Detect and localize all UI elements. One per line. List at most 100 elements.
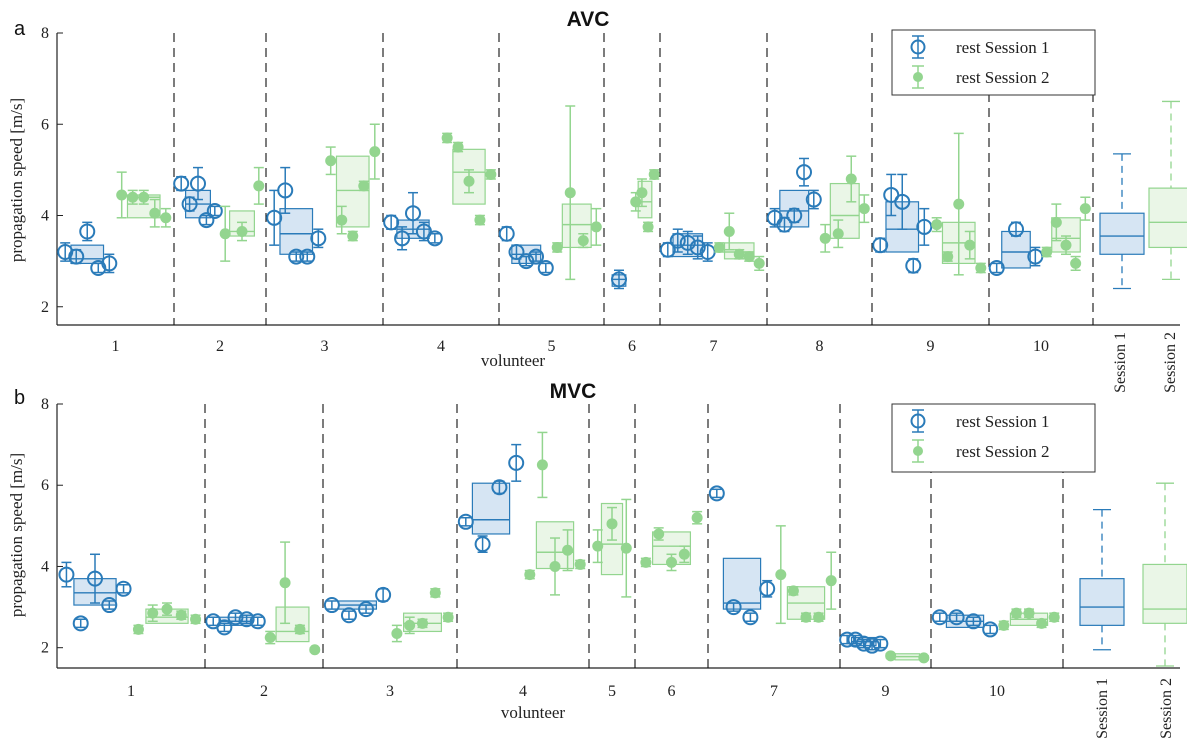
data-point-session2 bbox=[858, 203, 870, 215]
data-point-session1 bbox=[528, 248, 545, 265]
data-point-session1 bbox=[101, 255, 118, 272]
summary-tick-label: Session 2 bbox=[1162, 332, 1179, 393]
summary-box-session2 bbox=[1142, 563, 1187, 624]
x-tick-label: 8 bbox=[816, 338, 824, 355]
data-point-session2 bbox=[813, 611, 825, 623]
panel-b-mvc: 2 4 6 8 MVC b volunteer propagation speed [m/s]… bbox=[7, 380, 1187, 739]
y-tick-label: 2 bbox=[41, 299, 49, 316]
y-axis-label: propagation speed [m/s] bbox=[7, 453, 26, 617]
x-tick-label: 4 bbox=[437, 338, 445, 355]
data-point-session2 bbox=[336, 214, 348, 226]
box-volunteer-10-session1 bbox=[1001, 230, 1031, 269]
x-tick-label: 6 bbox=[628, 338, 636, 355]
data-point-session1 bbox=[383, 214, 400, 231]
data-point-session1 bbox=[288, 248, 305, 265]
x-tick-label: 9 bbox=[882, 683, 890, 700]
legend: rest Session 1 rest Session 2 bbox=[891, 29, 1096, 96]
data-point-session2 bbox=[1070, 257, 1082, 269]
data-point-session2 bbox=[1060, 239, 1072, 251]
data-point-session2 bbox=[620, 542, 632, 554]
x-axis-label: volunteer bbox=[481, 351, 546, 370]
data-point-session2 bbox=[592, 540, 604, 552]
x-tick-label: 10 bbox=[989, 683, 1005, 700]
data-point-session2 bbox=[347, 230, 359, 242]
x-axis-label: volunteer bbox=[501, 703, 566, 722]
data-point-session1 bbox=[982, 621, 999, 638]
x-tick-label: 10 bbox=[1033, 338, 1049, 355]
data-point-session1 bbox=[742, 609, 759, 626]
data-point-session2 bbox=[1041, 246, 1053, 258]
data-point-session2 bbox=[1079, 203, 1091, 215]
data-point-session1 bbox=[776, 216, 793, 233]
data-point-session1 bbox=[786, 207, 803, 224]
data-point-session1 bbox=[988, 259, 1005, 276]
data-point-session2 bbox=[549, 560, 561, 572]
data-point-session2 bbox=[845, 173, 857, 185]
data-point-session1 bbox=[181, 196, 198, 213]
data-point-session1 bbox=[310, 230, 327, 247]
x-tick-label: 7 bbox=[710, 338, 718, 355]
box-volunteer-4-session1 bbox=[471, 482, 511, 535]
data-point-session2 bbox=[787, 585, 799, 597]
data-point-session2 bbox=[636, 187, 648, 199]
legend-marker-session1 bbox=[910, 413, 926, 429]
data-point-session1 bbox=[916, 218, 933, 235]
data-point-session2 bbox=[404, 619, 416, 631]
data-point-session2 bbox=[138, 191, 150, 203]
data-point-session2 bbox=[885, 650, 897, 662]
data-point-session1 bbox=[611, 271, 627, 288]
data-point-session1 bbox=[340, 607, 357, 624]
data-point-session1 bbox=[669, 232, 686, 249]
box-volunteer-3-session1 bbox=[279, 208, 314, 255]
data-point-session1 bbox=[894, 193, 911, 210]
data-point-session1 bbox=[198, 212, 215, 229]
data-point-session2 bbox=[325, 155, 337, 167]
data-point-session1 bbox=[394, 230, 411, 247]
data-point-session2 bbox=[190, 613, 202, 625]
data-point-session1 bbox=[58, 566, 75, 583]
data-point-session2 bbox=[441, 132, 453, 144]
data-point-session1 bbox=[855, 635, 872, 652]
data-point-session1 bbox=[796, 164, 813, 181]
legend-marker-session2 bbox=[913, 72, 923, 82]
data-point-session1 bbox=[931, 609, 948, 626]
x-tick-label: 3 bbox=[321, 338, 329, 355]
data-point-session2 bbox=[474, 214, 486, 226]
data-point-session2 bbox=[678, 548, 690, 560]
panel-title: MVC bbox=[550, 380, 597, 403]
data-point-session2 bbox=[1048, 611, 1060, 623]
data-point-session2 bbox=[642, 221, 654, 233]
y-tick-label: 8 bbox=[41, 396, 49, 413]
data-point-session2 bbox=[753, 257, 765, 269]
data-point-session2 bbox=[819, 232, 831, 244]
y-tick-label: 4 bbox=[41, 208, 49, 225]
data-point-session1 bbox=[238, 611, 255, 628]
legend-label: rest Session 1 bbox=[956, 412, 1050, 431]
data-point-session2 bbox=[279, 577, 291, 589]
data-point-session2 bbox=[998, 619, 1010, 631]
x-tick-label: 4 bbox=[519, 683, 527, 700]
data-point-session2 bbox=[942, 251, 954, 263]
data-point-session1 bbox=[299, 248, 316, 265]
y-tick-label: 6 bbox=[41, 116, 49, 133]
x-tick-label: 5 bbox=[608, 683, 616, 700]
data-point-session2 bbox=[160, 212, 172, 224]
box-volunteer-8-session2 bbox=[829, 182, 860, 239]
data-point-session2 bbox=[713, 241, 725, 253]
legend-marker-session2 bbox=[913, 446, 923, 456]
panel-letter: a bbox=[14, 18, 26, 40]
data-point-session2 bbox=[964, 239, 976, 251]
x-tick-label: 2 bbox=[260, 683, 268, 700]
data-point-session2 bbox=[743, 251, 755, 263]
data-point-session1 bbox=[358, 601, 375, 618]
data-point-session2 bbox=[463, 175, 475, 187]
data-point-session1 bbox=[537, 259, 554, 276]
data-point-session2 bbox=[562, 544, 574, 556]
data-point-session1 bbox=[173, 175, 190, 192]
data-point-session2 bbox=[358, 180, 370, 192]
data-point-session2 bbox=[219, 228, 231, 240]
data-point-session1 bbox=[323, 597, 340, 614]
legend-box bbox=[891, 29, 1096, 96]
data-point-session1 bbox=[277, 182, 294, 199]
